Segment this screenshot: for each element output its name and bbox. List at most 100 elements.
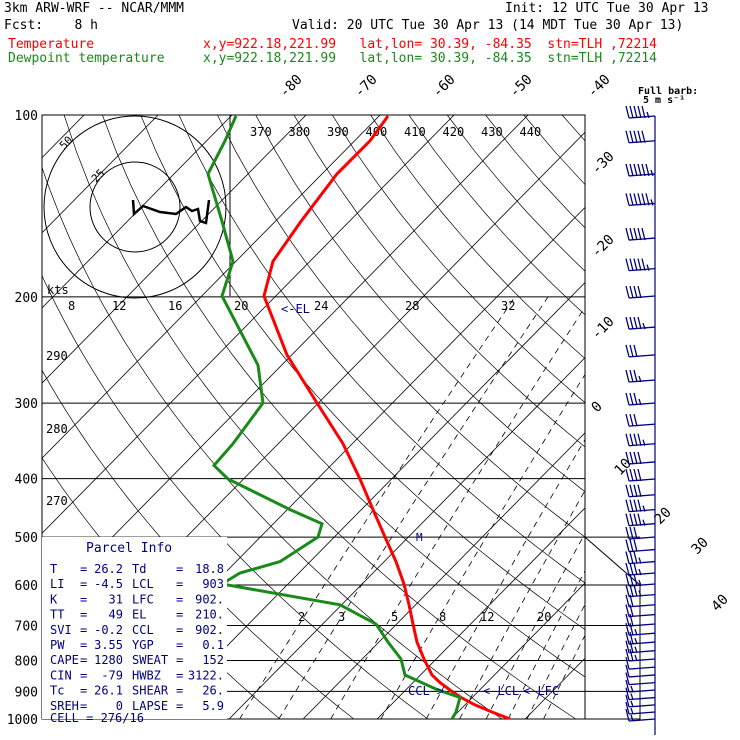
- parcel-value: 5.9: [202, 699, 224, 713]
- wind-barb: [625, 623, 656, 636]
- barb-flag: [625, 369, 630, 383]
- barb-flag: [625, 392, 630, 406]
- isotherm-label: 40: [709, 592, 732, 615]
- left-axis-label: kts: [47, 283, 69, 297]
- dry-adiabat-line: [42, 274, 429, 719]
- parcel-key: SHEAR: [132, 684, 169, 698]
- barb-half-flag: [634, 646, 638, 653]
- parcel-key: CCL: [132, 623, 154, 637]
- barb-flag: [633, 539, 638, 552]
- parcel-value: 3122.: [188, 668, 224, 682]
- parcel-key: Td: [132, 562, 146, 576]
- theta-e-label: 410: [404, 125, 426, 139]
- barb-flag: [625, 468, 630, 482]
- barb-flag: [625, 573, 630, 587]
- barb-flag: [633, 433, 638, 446]
- barb-flag: [637, 227, 642, 241]
- parcel-eq: =: [176, 592, 183, 606]
- barb-flag: [633, 584, 638, 597]
- mixing-ratio-line: [239, 296, 516, 719]
- barb-flag: [633, 316, 638, 330]
- barb-flag: [641, 130, 646, 143]
- plot-frame: [41, 114, 586, 720]
- parcel-value: -79: [101, 668, 123, 682]
- parcel-title: Parcel Info: [86, 541, 172, 556]
- dry-adiabat-line: [370, 115, 585, 359]
- barb-flag: [633, 413, 638, 427]
- barb-flag: [633, 573, 638, 587]
- barb-flag: [629, 562, 634, 576]
- pressure-tick-label: 400: [15, 473, 38, 488]
- barb-flag: [625, 130, 630, 143]
- barb-flag: [629, 513, 634, 526]
- isotherm-line: [42, 115, 159, 234]
- mixing-ratio-label: 32: [501, 299, 515, 313]
- barb-flag: [633, 562, 638, 576]
- pressure-tick-label: 800: [15, 654, 38, 669]
- barb-flag: [633, 105, 638, 119]
- barb-flag: [629, 604, 634, 617]
- theta-e-label: 440: [520, 125, 542, 139]
- isotherm-line: [673, 115, 740, 719]
- parcel-value: 26.1: [94, 684, 123, 698]
- wind-barb: [625, 584, 656, 598]
- barb-flag: [625, 562, 630, 576]
- valid-time: Valid: 20 UTC Tue 30 Apr 13 (14 MDT Tue …: [292, 18, 684, 33]
- barb-flag: [625, 631, 630, 645]
- wind-barbs: Full barb:5 m s⁻¹: [625, 86, 698, 735]
- parcel-eq: =: [80, 638, 87, 652]
- dry-adiabat-line: [715, 115, 740, 719]
- barb-flag: [629, 369, 634, 383]
- wind-barb: [625, 701, 656, 715]
- dry-adiabat-line: [408, 115, 585, 316]
- mixing-ratio-label: 12: [112, 299, 126, 313]
- isotherm-line: [42, 115, 529, 610]
- parcel-key: PW: [50, 638, 65, 652]
- parcel-eq: =: [176, 608, 183, 622]
- barb-half-flag: [630, 693, 634, 700]
- wind-barb: [625, 413, 656, 427]
- isotherm-line: [450, 582, 585, 719]
- parcel-value: 1280: [94, 653, 123, 667]
- parcel-key: LI: [50, 577, 64, 591]
- barb-flag: [633, 392, 638, 406]
- barb-flag: [629, 193, 634, 206]
- parcel-eq: =: [80, 608, 87, 622]
- barb-flag: [629, 623, 634, 636]
- barb-flag: [625, 687, 630, 700]
- barb-flag: [625, 656, 630, 670]
- barb-staff: [628, 674, 656, 678]
- isotherm-line: [599, 115, 740, 719]
- wind-barb: [625, 539, 656, 553]
- parcel-value: 0: [116, 699, 123, 713]
- parcel-value: 210.: [195, 608, 224, 622]
- dry-adiabat-line: [63, 115, 576, 719]
- mixing-ratio-line: [278, 296, 549, 719]
- barb-flag: [625, 679, 630, 693]
- barb-flag: [645, 193, 650, 206]
- dry-adiabat-line: [102, 115, 585, 678]
- barb-half-flag: [638, 579, 642, 587]
- barb-flag: [625, 708, 630, 722]
- wind-barb: [625, 484, 656, 498]
- dry-adiabat-line: [255, 115, 585, 493]
- barb-legend-line: Full barb:: [638, 86, 698, 97]
- dry-adiabat-line: [178, 115, 585, 584]
- barb-flag: [637, 499, 642, 512]
- parcel-eq: =: [80, 623, 87, 637]
- barb-flag: [629, 526, 634, 540]
- pressure-tick-label: 100: [15, 109, 38, 124]
- barb-flag: [625, 227, 630, 241]
- parcel-key: SREH: [50, 699, 79, 713]
- wind-barb: [625, 513, 656, 527]
- parcel-value: 3.55: [94, 638, 123, 652]
- wind-barb: [625, 708, 656, 722]
- barb-flag: [633, 468, 638, 482]
- barb-half-flag: [638, 557, 642, 564]
- init-time: Init: 12 UTC Tue 30 Apr 13: [505, 1, 709, 16]
- theta-e-label: 370: [250, 125, 272, 139]
- barb-flag: [633, 369, 638, 383]
- parcel-eq: =: [80, 592, 87, 606]
- model-title: 3km ARW-WRF -- NCAR/MMM: [4, 1, 185, 16]
